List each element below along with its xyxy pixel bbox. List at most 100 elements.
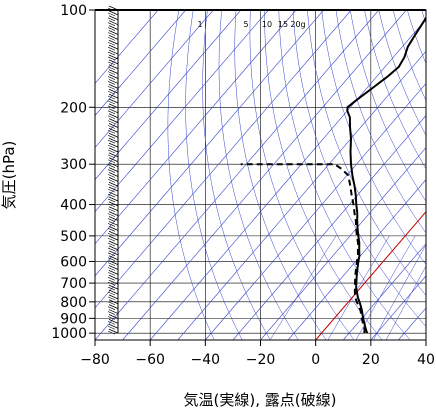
wind-barb bbox=[108, 172, 119, 177]
wind-barb-flag bbox=[107, 277, 116, 281]
isotherm-line bbox=[95, 10, 186, 116]
wind-barb bbox=[108, 103, 119, 109]
wind-barb-flag bbox=[107, 76, 116, 80]
wind-barb bbox=[108, 83, 119, 89]
wind-barb-flag bbox=[107, 95, 116, 100]
wind-barb-flag bbox=[107, 135, 116, 139]
y-tick-label: 100 bbox=[60, 3, 87, 19]
wind-barb bbox=[108, 294, 119, 300]
wind-barb bbox=[108, 162, 119, 168]
wind-barb bbox=[108, 235, 119, 241]
x-tick-label: −20 bbox=[246, 352, 276, 368]
wind-barb bbox=[108, 152, 119, 158]
wind-barb bbox=[108, 309, 119, 314]
wind-barb bbox=[108, 118, 119, 123]
wind-barb bbox=[108, 284, 119, 290]
mixing-ratio-line bbox=[355, 235, 416, 340]
wind-barb-flag bbox=[107, 56, 116, 61]
dry-adiabat-line bbox=[292, 10, 426, 327]
y-tick-label: 900 bbox=[60, 311, 87, 327]
grid-layer bbox=[94, 9, 427, 340]
y-tick-label: 800 bbox=[60, 295, 87, 311]
x-tick-label: 40 bbox=[417, 352, 435, 368]
wind-barb bbox=[108, 25, 119, 30]
wind-barb-flag bbox=[107, 149, 116, 154]
wind-barb-flag bbox=[107, 179, 116, 183]
wind-barb-flag bbox=[107, 242, 116, 247]
dry-adiabat-line bbox=[234, 10, 327, 340]
wind-barb-flag bbox=[107, 325, 116, 330]
wind-barb bbox=[108, 167, 119, 172]
wind-barb-flag bbox=[107, 228, 116, 232]
wind-barb bbox=[108, 240, 119, 246]
mixing-ratio-label: 15 bbox=[278, 20, 288, 29]
isotherm-line bbox=[343, 243, 426, 340]
wind-barb bbox=[108, 265, 119, 270]
wind-barb bbox=[108, 260, 119, 265]
wind-barb-flag bbox=[107, 232, 116, 237]
isotherm-line bbox=[425, 339, 426, 340]
wind-barb bbox=[108, 10, 119, 16]
mixing-ratio-line bbox=[269, 235, 337, 340]
wind-barb bbox=[108, 20, 119, 26]
wind-barb bbox=[108, 196, 119, 202]
wind-barb bbox=[108, 98, 119, 104]
wind-barb bbox=[108, 279, 119, 285]
wind-barb bbox=[108, 250, 119, 256]
isotherm-line bbox=[232, 115, 426, 340]
wind-barb bbox=[108, 157, 119, 163]
wind-barb-flag bbox=[107, 262, 116, 266]
wind-barb bbox=[108, 225, 119, 231]
wind-barb bbox=[108, 255, 119, 261]
isotherm-line bbox=[370, 275, 426, 340]
wind-barb-flag bbox=[107, 188, 116, 193]
wind-barbs bbox=[107, 5, 119, 335]
wind-barb-flag bbox=[107, 237, 116, 242]
dry-adiabat-line bbox=[364, 10, 426, 170]
wind-barb-flag bbox=[107, 267, 116, 271]
y-tick-label: 400 bbox=[60, 198, 87, 214]
wind-barb bbox=[108, 245, 119, 251]
dry-adiabat-line bbox=[392, 10, 426, 102]
x-tick-label: 0 bbox=[311, 352, 320, 368]
wind-barb bbox=[108, 186, 119, 192]
wind-barb bbox=[108, 216, 119, 221]
y-tick-label: 500 bbox=[60, 229, 87, 245]
wind-barb-flag bbox=[107, 115, 116, 119]
wind-barb-flag bbox=[107, 247, 116, 252]
wind-barb bbox=[108, 15, 119, 21]
wind-barb bbox=[108, 128, 119, 133]
freezing-isotherm bbox=[315, 210, 426, 340]
axis-labels: 1 5 10 15 20g1002003004005006007008009001000… bbox=[0, 3, 435, 409]
wind-barb-flag bbox=[107, 213, 116, 217]
wind-barb bbox=[108, 289, 119, 295]
isotherm-line bbox=[260, 147, 426, 340]
mixing-ratio-line bbox=[373, 244, 426, 340]
wind-barb-flag bbox=[107, 144, 116, 149]
wind-barb-flag bbox=[107, 291, 116, 296]
dry-adiabat-line bbox=[378, 10, 426, 136]
wind-barb bbox=[108, 270, 119, 275]
wind-barb-flag bbox=[107, 22, 116, 26]
wind-barb-flag bbox=[107, 183, 116, 188]
wind-barb bbox=[108, 35, 119, 40]
wind-barb bbox=[108, 323, 119, 329]
wind-barb bbox=[108, 79, 119, 84]
wind-barb-flag bbox=[107, 281, 116, 286]
isotherm-line bbox=[95, 10, 380, 340]
wind-barb-flag bbox=[107, 41, 116, 46]
wind-barb-flag bbox=[107, 286, 116, 291]
profile-layer bbox=[240, 16, 426, 340]
wind-barb-flag bbox=[107, 169, 116, 173]
wind-barb-flag bbox=[107, 27, 116, 31]
isotherm-line bbox=[95, 10, 297, 245]
wind-barb-flag bbox=[107, 159, 116, 164]
dry-adiabat-line bbox=[202, 10, 271, 340]
wind-barb bbox=[108, 74, 119, 79]
wind-barb-flag bbox=[107, 37, 116, 41]
wind-barb-flag bbox=[107, 130, 116, 134]
wind-barb bbox=[108, 132, 119, 138]
wind-barb-flag bbox=[107, 120, 116, 124]
wind-barb-flag bbox=[107, 311, 116, 315]
